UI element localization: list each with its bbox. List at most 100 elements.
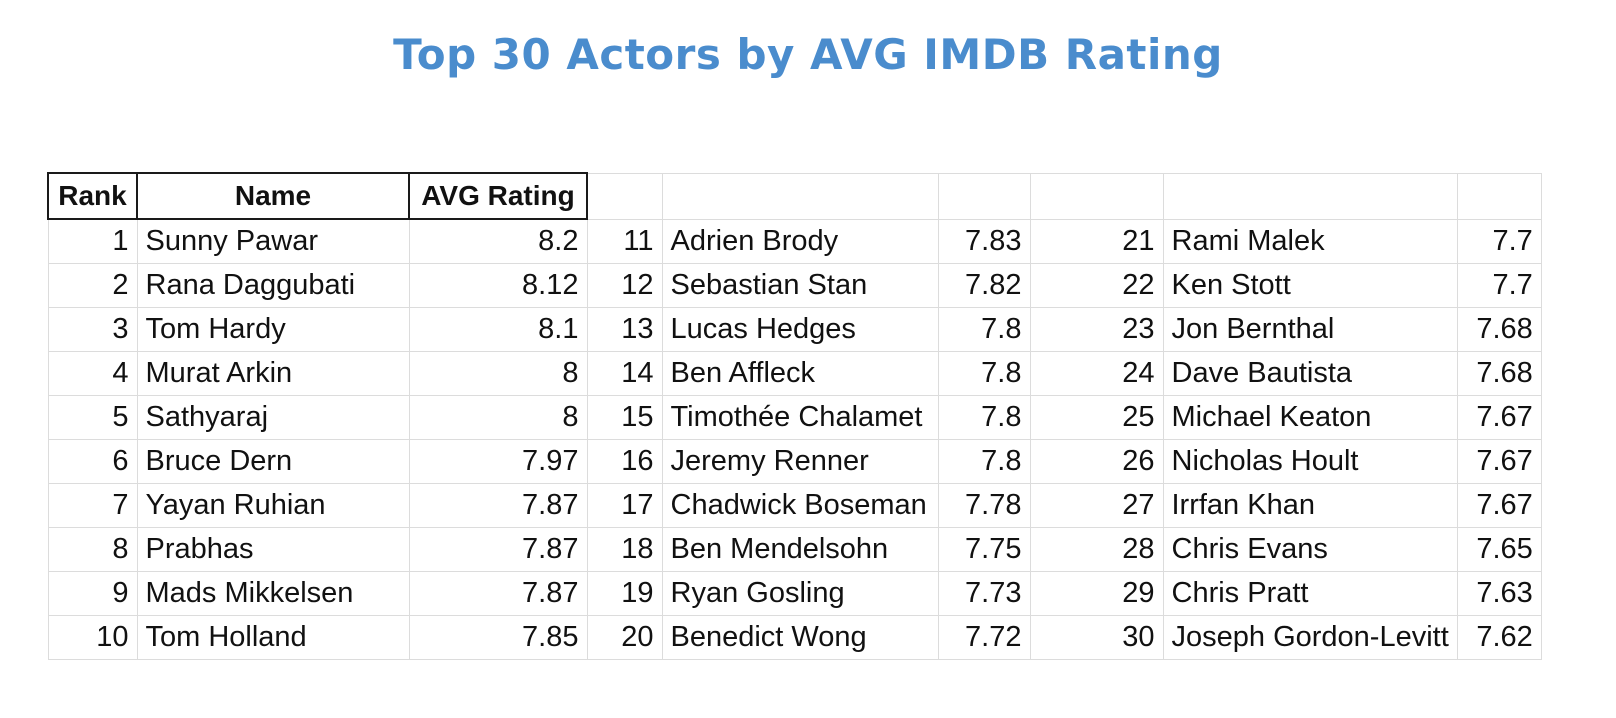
rank-cell: 3 [47, 306, 138, 352]
rank-cell: 15 [586, 394, 663, 440]
header-row: Rank Name AVG Rating [47, 172, 1542, 220]
name-cell: Sathyaraj [136, 394, 410, 440]
rating-cell: 7.68 [1456, 306, 1542, 352]
rating-cell: 8.12 [408, 262, 588, 308]
rank-cell: 5 [47, 394, 138, 440]
name-cell: Murat Arkin [136, 350, 410, 396]
name-cell: Chris Pratt [1162, 570, 1458, 616]
rank-cell: 30 [1029, 614, 1164, 660]
name-cell: Adrien Brody [661, 218, 939, 264]
table-row: 9 Mads Mikkelsen 7.87 19 Ryan Gosling 7.73 29 C… [47, 570, 1542, 616]
rank-cell: 22 [1029, 262, 1164, 308]
ratings-table: Rank Name AVG Rating 1 Sunny Pawar 8.2 11 Ad… [47, 172, 1542, 660]
name-cell: Chadwick Boseman [661, 482, 939, 528]
rank-cell: 25 [1029, 394, 1164, 440]
rank-cell: 17 [586, 482, 663, 528]
header-rank: Rank [47, 172, 138, 220]
rank-cell: 18 [586, 526, 663, 572]
name-cell: Ben Mendelsohn [661, 526, 939, 572]
name-cell: Bruce Dern [136, 438, 410, 484]
rank-cell: 6 [47, 438, 138, 484]
rating-cell: 7.67 [1456, 438, 1542, 484]
rating-cell: 7.62 [1456, 614, 1542, 660]
name-cell: Nicholas Hoult [1162, 438, 1458, 484]
name-cell: Jeremy Renner [661, 438, 939, 484]
rank-cell: 16 [586, 438, 663, 484]
name-cell: Rana Daggubati [136, 262, 410, 308]
rank-cell: 4 [47, 350, 138, 396]
rank-cell: 27 [1029, 482, 1164, 528]
rating-cell: 7.68 [1456, 350, 1542, 396]
rank-cell: 24 [1029, 350, 1164, 396]
table-row: 3 Tom Hardy 8.1 13 Lucas Hedges 7.8 23 Jon Bern… [47, 306, 1542, 352]
name-cell: Benedict Wong [661, 614, 939, 660]
table-row: 4 Murat Arkin 8 14 Ben Affleck 7.8 24 Dave Baut… [47, 350, 1542, 396]
name-cell: Lucas Hedges [661, 306, 939, 352]
rating-cell: 7.97 [408, 438, 588, 484]
table-row: 6 Bruce Dern 7.97 16 Jeremy Renner 7.8 26 Nicho… [47, 438, 1542, 484]
empty-cell [1456, 172, 1542, 220]
rank-cell: 10 [47, 614, 138, 660]
rank-cell: 21 [1029, 218, 1164, 264]
name-cell: Ben Affleck [661, 350, 939, 396]
table-row: 7 Yayan Ruhian 7.87 17 Chadwick Boseman 7.78 2… [47, 482, 1542, 528]
header-name: Name [136, 172, 410, 220]
rank-cell: 2 [47, 262, 138, 308]
empty-cell [1029, 172, 1164, 220]
name-cell: Sunny Pawar [136, 218, 410, 264]
rank-cell: 8 [47, 526, 138, 572]
rank-cell: 23 [1029, 306, 1164, 352]
rank-cell: 19 [586, 570, 663, 616]
table-row: 8 Prabhas 7.87 18 Ben Mendelsohn 7.75 28 Chris … [47, 526, 1542, 572]
rating-cell: 7.85 [408, 614, 588, 660]
table-row: 10 Tom Holland 7.85 20 Benedict Wong 7.72 30 Jo… [47, 614, 1542, 660]
rating-cell: 7.87 [408, 570, 588, 616]
rating-cell: 7.87 [408, 482, 588, 528]
rating-cell: 7.75 [937, 526, 1031, 572]
name-cell: Ryan Gosling [661, 570, 939, 616]
rank-cell: 9 [47, 570, 138, 616]
rating-cell: 7.83 [937, 218, 1031, 264]
rating-cell: 7.8 [937, 306, 1031, 352]
rating-cell: 7.67 [1456, 482, 1542, 528]
rating-cell: 7.8 [937, 350, 1031, 396]
empty-cell [937, 172, 1031, 220]
rating-cell: 7.63 [1456, 570, 1542, 616]
name-cell: Jon Bernthal [1162, 306, 1458, 352]
name-cell: Irrfan Khan [1162, 482, 1458, 528]
empty-cell [586, 172, 663, 220]
table-row: 1 Sunny Pawar 8.2 11 Adrien Brody 7.83 21 Rami … [47, 218, 1542, 264]
rating-cell: 7.87 [408, 526, 588, 572]
name-cell: Ken Stott [1162, 262, 1458, 308]
rating-cell: 8 [408, 394, 588, 440]
rating-cell: 7.8 [937, 438, 1031, 484]
rating-cell: 8.1 [408, 306, 588, 352]
rating-cell: 7.7 [1456, 218, 1542, 264]
rating-cell: 7.73 [937, 570, 1031, 616]
name-cell: Chris Evans [1162, 526, 1458, 572]
rating-cell: 8.2 [408, 218, 588, 264]
rank-cell: 13 [586, 306, 663, 352]
name-cell: Timothée Chalamet [661, 394, 939, 440]
table-row: 5 Sathyaraj 8 15 Timothée Chalamet 7.8 25 Micha… [47, 394, 1542, 440]
rating-cell: 7.7 [1456, 262, 1542, 308]
rank-cell: 11 [586, 218, 663, 264]
name-cell: Prabhas [136, 526, 410, 572]
rating-cell: 7.72 [937, 614, 1031, 660]
header-avg-rating: AVG Rating [408, 172, 588, 220]
name-cell: Tom Hardy [136, 306, 410, 352]
rating-cell: 7.82 [937, 262, 1031, 308]
rating-cell: 8 [408, 350, 588, 396]
rating-cell: 7.8 [937, 394, 1031, 440]
rank-cell: 28 [1029, 526, 1164, 572]
rating-cell: 7.67 [1456, 394, 1542, 440]
name-cell: Yayan Ruhian [136, 482, 410, 528]
name-cell: Tom Holland [136, 614, 410, 660]
empty-cell [1162, 172, 1458, 220]
rank-cell: 1 [47, 218, 138, 264]
rating-cell: 7.65 [1456, 526, 1542, 572]
rank-cell: 29 [1029, 570, 1164, 616]
name-cell: Michael Keaton [1162, 394, 1458, 440]
rank-cell: 12 [586, 262, 663, 308]
rank-cell: 7 [47, 482, 138, 528]
